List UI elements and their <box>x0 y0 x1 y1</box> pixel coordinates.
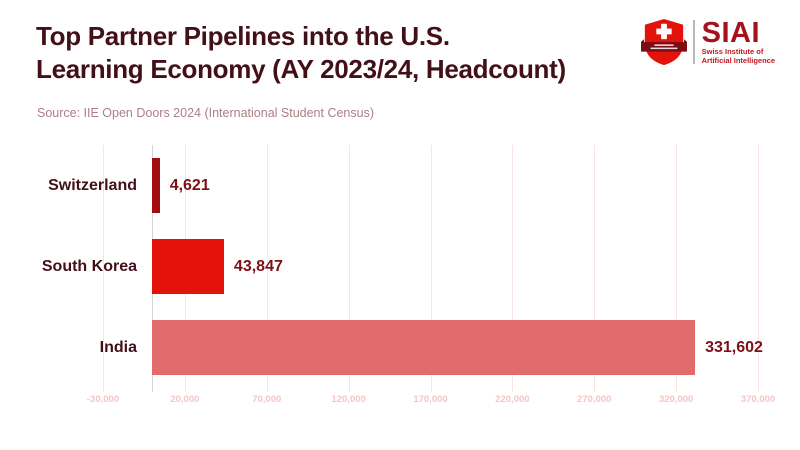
value-label-switzerland: 4,621 <box>169 177 210 194</box>
category-label-india: India <box>99 339 137 356</box>
bar-switzerland <box>152 158 160 213</box>
source-note: Source: IIE Open Doors 2024 (Internation… <box>37 106 374 120</box>
chart-title: Top Partner Pipelines into the U.S. Lear… <box>36 20 566 86</box>
logo-subtitle-line1: Swiss Institute of <box>701 47 764 56</box>
bar-india <box>152 320 696 375</box>
logo-text: SIAI Swiss Institute of Artificial Intel… <box>701 17 775 66</box>
x-tick-label: 220,000 <box>495 394 530 405</box>
gridline <box>103 145 104 392</box>
x-tick-label: 70,000 <box>252 394 282 405</box>
x-tick-label: 370,000 <box>740 394 776 405</box>
x-tick-label: 170,000 <box>413 394 448 405</box>
value-label-india: 331,602 <box>705 339 763 356</box>
chart-title-line1: Top Partner Pipelines into the U.S. <box>36 21 450 51</box>
gridline <box>758 145 759 392</box>
x-tick-label: 120,000 <box>331 394 366 405</box>
category-label-south-korea: South Korea <box>41 258 137 275</box>
value-label-south-korea: 43,847 <box>233 258 283 275</box>
logo-wordmark: SIAI <box>701 17 761 49</box>
x-tick-label: 270,000 <box>577 394 612 405</box>
gridline <box>348 145 350 392</box>
x-tick-label: 20,000 <box>170 394 200 405</box>
x-tick-label: -30,000 <box>86 394 120 405</box>
gridline <box>594 145 596 392</box>
logo-subtitle-line2: Artificial Intelligence <box>701 56 775 65</box>
gridline <box>430 145 432 392</box>
category-label-switzerland: Switzerland <box>48 177 137 194</box>
gridline <box>676 145 678 392</box>
gridline <box>266 145 268 392</box>
logo-divider <box>692 20 695 64</box>
gridline <box>512 145 514 392</box>
x-tick-label: 320,000 <box>658 394 694 405</box>
bar-south-korea <box>152 239 224 294</box>
swiss-shield-icon <box>640 19 687 65</box>
chart-title-line2: Learning Economy (AY 2023/24, Headcount) <box>36 54 566 84</box>
siai-logo: SIAI Swiss Institute of Artificial Intel… <box>640 17 775 67</box>
